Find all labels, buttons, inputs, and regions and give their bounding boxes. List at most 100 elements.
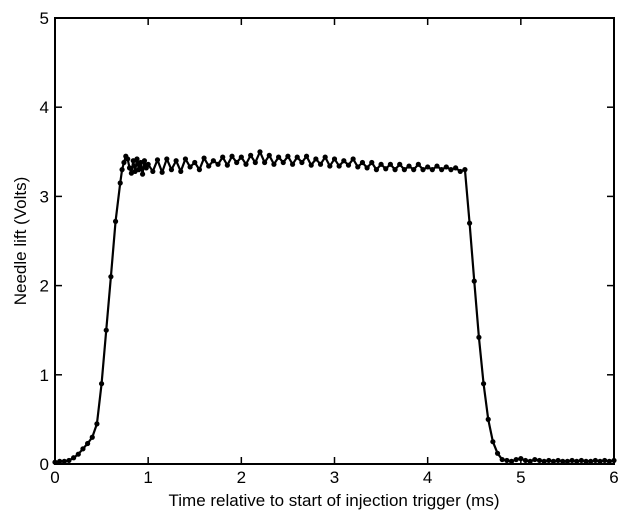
data-point [136,167,142,173]
x-tick-label: 0 [50,468,59,487]
data-point [532,456,538,463]
y-axis-title: Needle lift (Volts) [11,177,30,306]
data-point [574,458,580,464]
data-point [476,334,482,340]
data-point [271,161,277,167]
data-point [401,167,407,173]
data-point [397,161,403,167]
data-point [522,457,529,464]
y-tick-label: 4 [40,98,49,117]
data-point [490,439,496,445]
x-tick-label: 3 [330,468,339,487]
data-point [411,167,417,173]
x-tick-label: 5 [516,468,525,487]
data-point [546,457,552,464]
data-point [276,154,282,160]
data-point [378,161,384,167]
data-point [224,162,230,168]
data-point [98,381,105,387]
data-point [588,458,594,464]
data-point [52,459,58,465]
data-point [341,158,347,164]
data-point [569,457,575,464]
data-point [317,161,324,167]
data-point [238,154,244,160]
data-point [434,163,440,169]
data-point [243,161,249,167]
data-point [266,152,272,158]
data-point [112,218,119,224]
data-point [178,168,184,175]
data-point [150,168,156,175]
y-tick-label: 3 [40,187,49,206]
data-point [597,458,603,464]
data-point [75,451,81,457]
data-point [336,163,342,169]
data-point [331,156,338,162]
data-point [429,167,435,173]
data-point [443,164,449,170]
data-point [234,159,240,166]
data-point [448,167,454,173]
data-point [220,154,226,160]
data-point [560,458,566,464]
data-point [182,156,189,162]
data-point [173,158,179,164]
data-point [406,163,412,169]
data-point [364,165,370,171]
data-point [134,156,140,162]
data-point [89,434,95,440]
data-point [57,458,63,464]
data-point [215,161,221,167]
data-point [192,159,198,166]
data-point [425,164,431,170]
data-point [462,167,468,173]
data-point [280,159,286,166]
data-point [555,457,561,464]
data-point [121,159,127,166]
data-point [85,440,91,447]
x-tick-label: 6 [609,468,618,487]
data-point [550,458,557,464]
x-tick-label: 2 [237,468,246,487]
data-point [71,455,77,461]
data-point [480,381,487,387]
data-point [453,165,459,171]
data-point [439,167,445,173]
data-point [350,156,356,162]
data-point [103,327,109,333]
x-tick-label: 1 [143,468,152,487]
data-point [141,158,148,164]
data-point [66,457,72,464]
data-point [154,157,161,163]
data-point [345,162,352,168]
data-point [248,152,254,158]
data-point [187,164,193,170]
data-point [392,167,398,173]
data-point [145,161,151,167]
data-point [285,153,291,159]
series-markers [52,149,617,465]
data-point [201,155,207,161]
data-point [94,421,100,427]
data-point [536,457,543,464]
data-point [196,167,203,173]
data-point [359,159,366,166]
data-point [262,159,268,166]
data-point [541,458,547,464]
data-point [355,164,361,170]
data-point [373,167,380,173]
data-point [80,446,86,452]
data-point [583,458,589,464]
data-point [327,163,333,169]
tick-labels: 0 1 2 3 4 5 6 0 1 2 3 4 5 [40,9,618,487]
data-point [164,156,170,162]
x-axis-title: Time relative to start of injection trig… [169,491,500,510]
data-point [415,161,421,167]
data-point [210,158,216,164]
data-point [206,163,212,169]
data-point [299,159,305,166]
y-tick-label: 5 [40,9,49,28]
data-point [387,161,393,167]
